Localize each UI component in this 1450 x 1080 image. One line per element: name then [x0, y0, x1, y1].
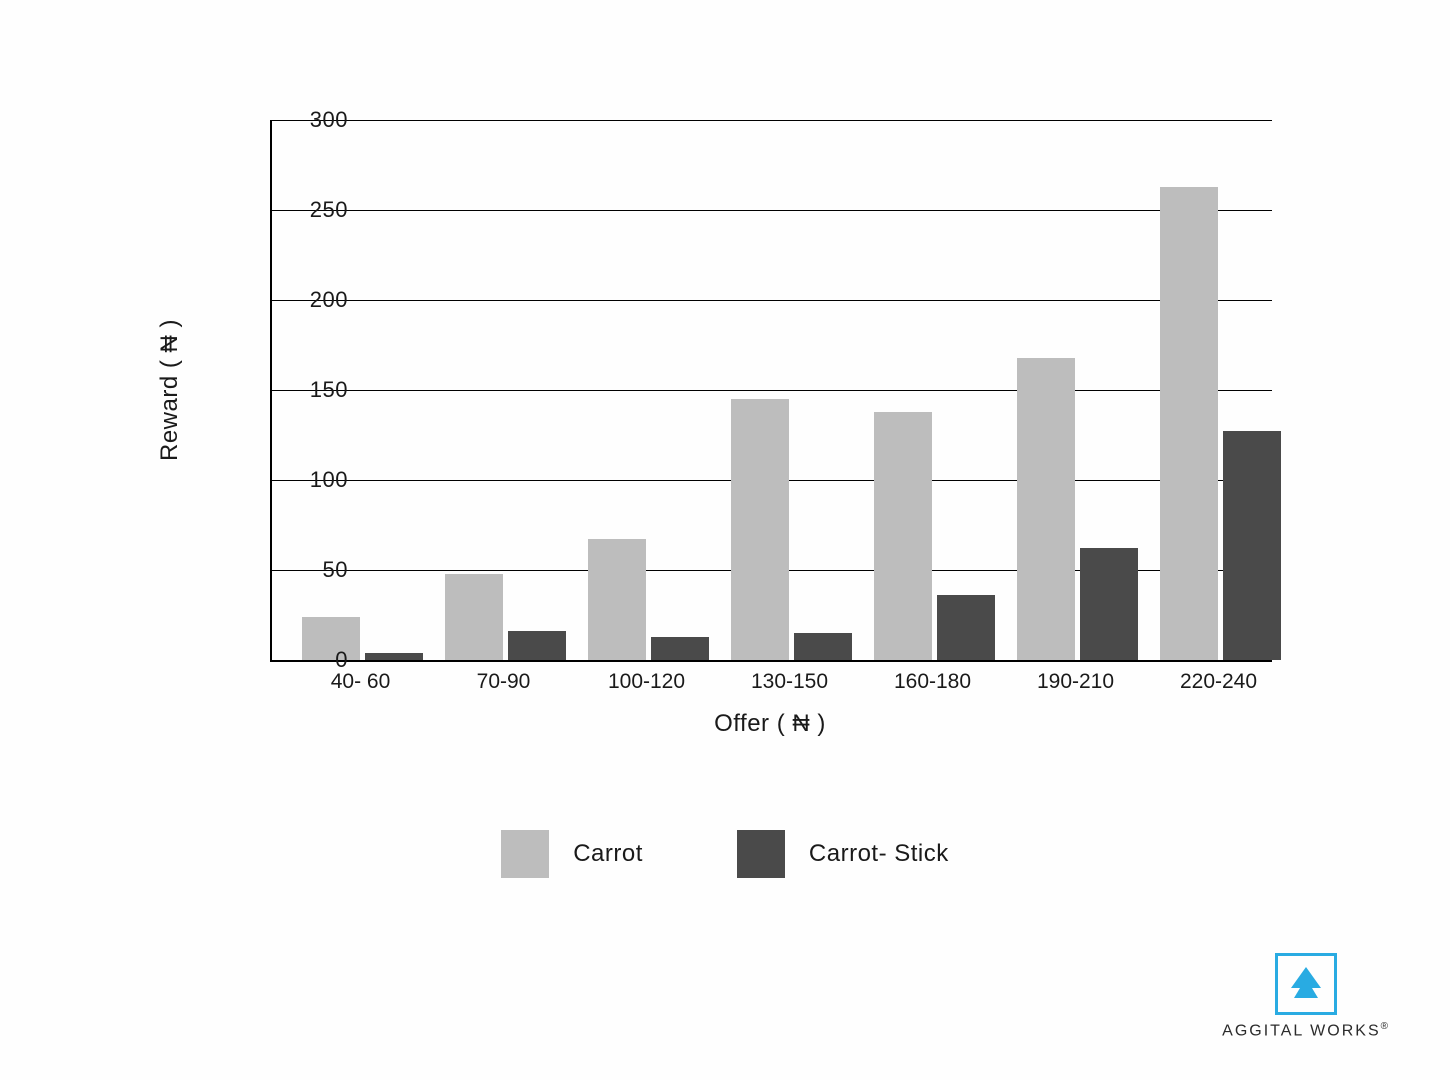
figure-canvas: Reward ( ₦ ) Offer ( ₦ ) 050100150200250… — [0, 0, 1450, 1080]
x-tick-label: 220-240 — [1180, 670, 1257, 694]
x-tick-label: 130-150 — [751, 670, 828, 694]
x-tick-label: 100-120 — [608, 670, 685, 694]
gridline — [272, 300, 1272, 301]
y-tick-label: 50 — [288, 557, 348, 583]
bar-chart: Reward ( ₦ ) Offer ( ₦ ) 050100150200250… — [190, 110, 1280, 760]
brand-logo-text: AGGITAL WORKS® — [1222, 1021, 1390, 1040]
bar — [1080, 548, 1138, 660]
bar — [651, 637, 709, 660]
gridline — [272, 390, 1272, 391]
x-axis-label: Offer ( ₦ ) — [270, 710, 1270, 738]
bar — [445, 574, 503, 660]
gridline — [272, 120, 1272, 121]
bar — [731, 399, 789, 660]
bar — [365, 653, 423, 660]
legend-swatch — [501, 830, 549, 878]
x-tick-label: 160-180 — [894, 670, 971, 694]
plot-area — [270, 120, 1272, 662]
brand-logo-box — [1275, 953, 1337, 1015]
legend-label: Carrot — [573, 840, 643, 868]
gridline — [272, 210, 1272, 211]
x-tick-label: 40- 60 — [331, 670, 391, 694]
legend-swatch — [737, 830, 785, 878]
y-axis-label: Reward ( ₦ ) — [156, 319, 184, 461]
bar — [588, 539, 646, 660]
y-tick-label: 150 — [288, 377, 348, 403]
y-tick-label: 100 — [288, 467, 348, 493]
x-tick-label: 70-90 — [477, 670, 531, 694]
bar — [1017, 358, 1075, 660]
bar — [794, 633, 852, 660]
bar — [937, 595, 995, 660]
bar — [874, 412, 932, 660]
brand-logo: AGGITAL WORKS® — [1222, 953, 1390, 1040]
y-tick-label: 300 — [288, 107, 348, 133]
brand-logo-mark-icon — [1286, 964, 1326, 1004]
legend: Carrot Carrot- Stick — [0, 830, 1450, 883]
bar — [1223, 431, 1281, 660]
x-tick-label: 190-210 — [1037, 670, 1114, 694]
bar — [1160, 187, 1218, 660]
registered-mark: ® — [1381, 1021, 1390, 1032]
brand-name: AGGITAL WORKS — [1222, 1022, 1380, 1039]
y-tick-label: 200 — [288, 287, 348, 313]
y-tick-label: 250 — [288, 197, 348, 223]
legend-label: Carrot- Stick — [809, 840, 949, 868]
bar — [508, 631, 566, 660]
